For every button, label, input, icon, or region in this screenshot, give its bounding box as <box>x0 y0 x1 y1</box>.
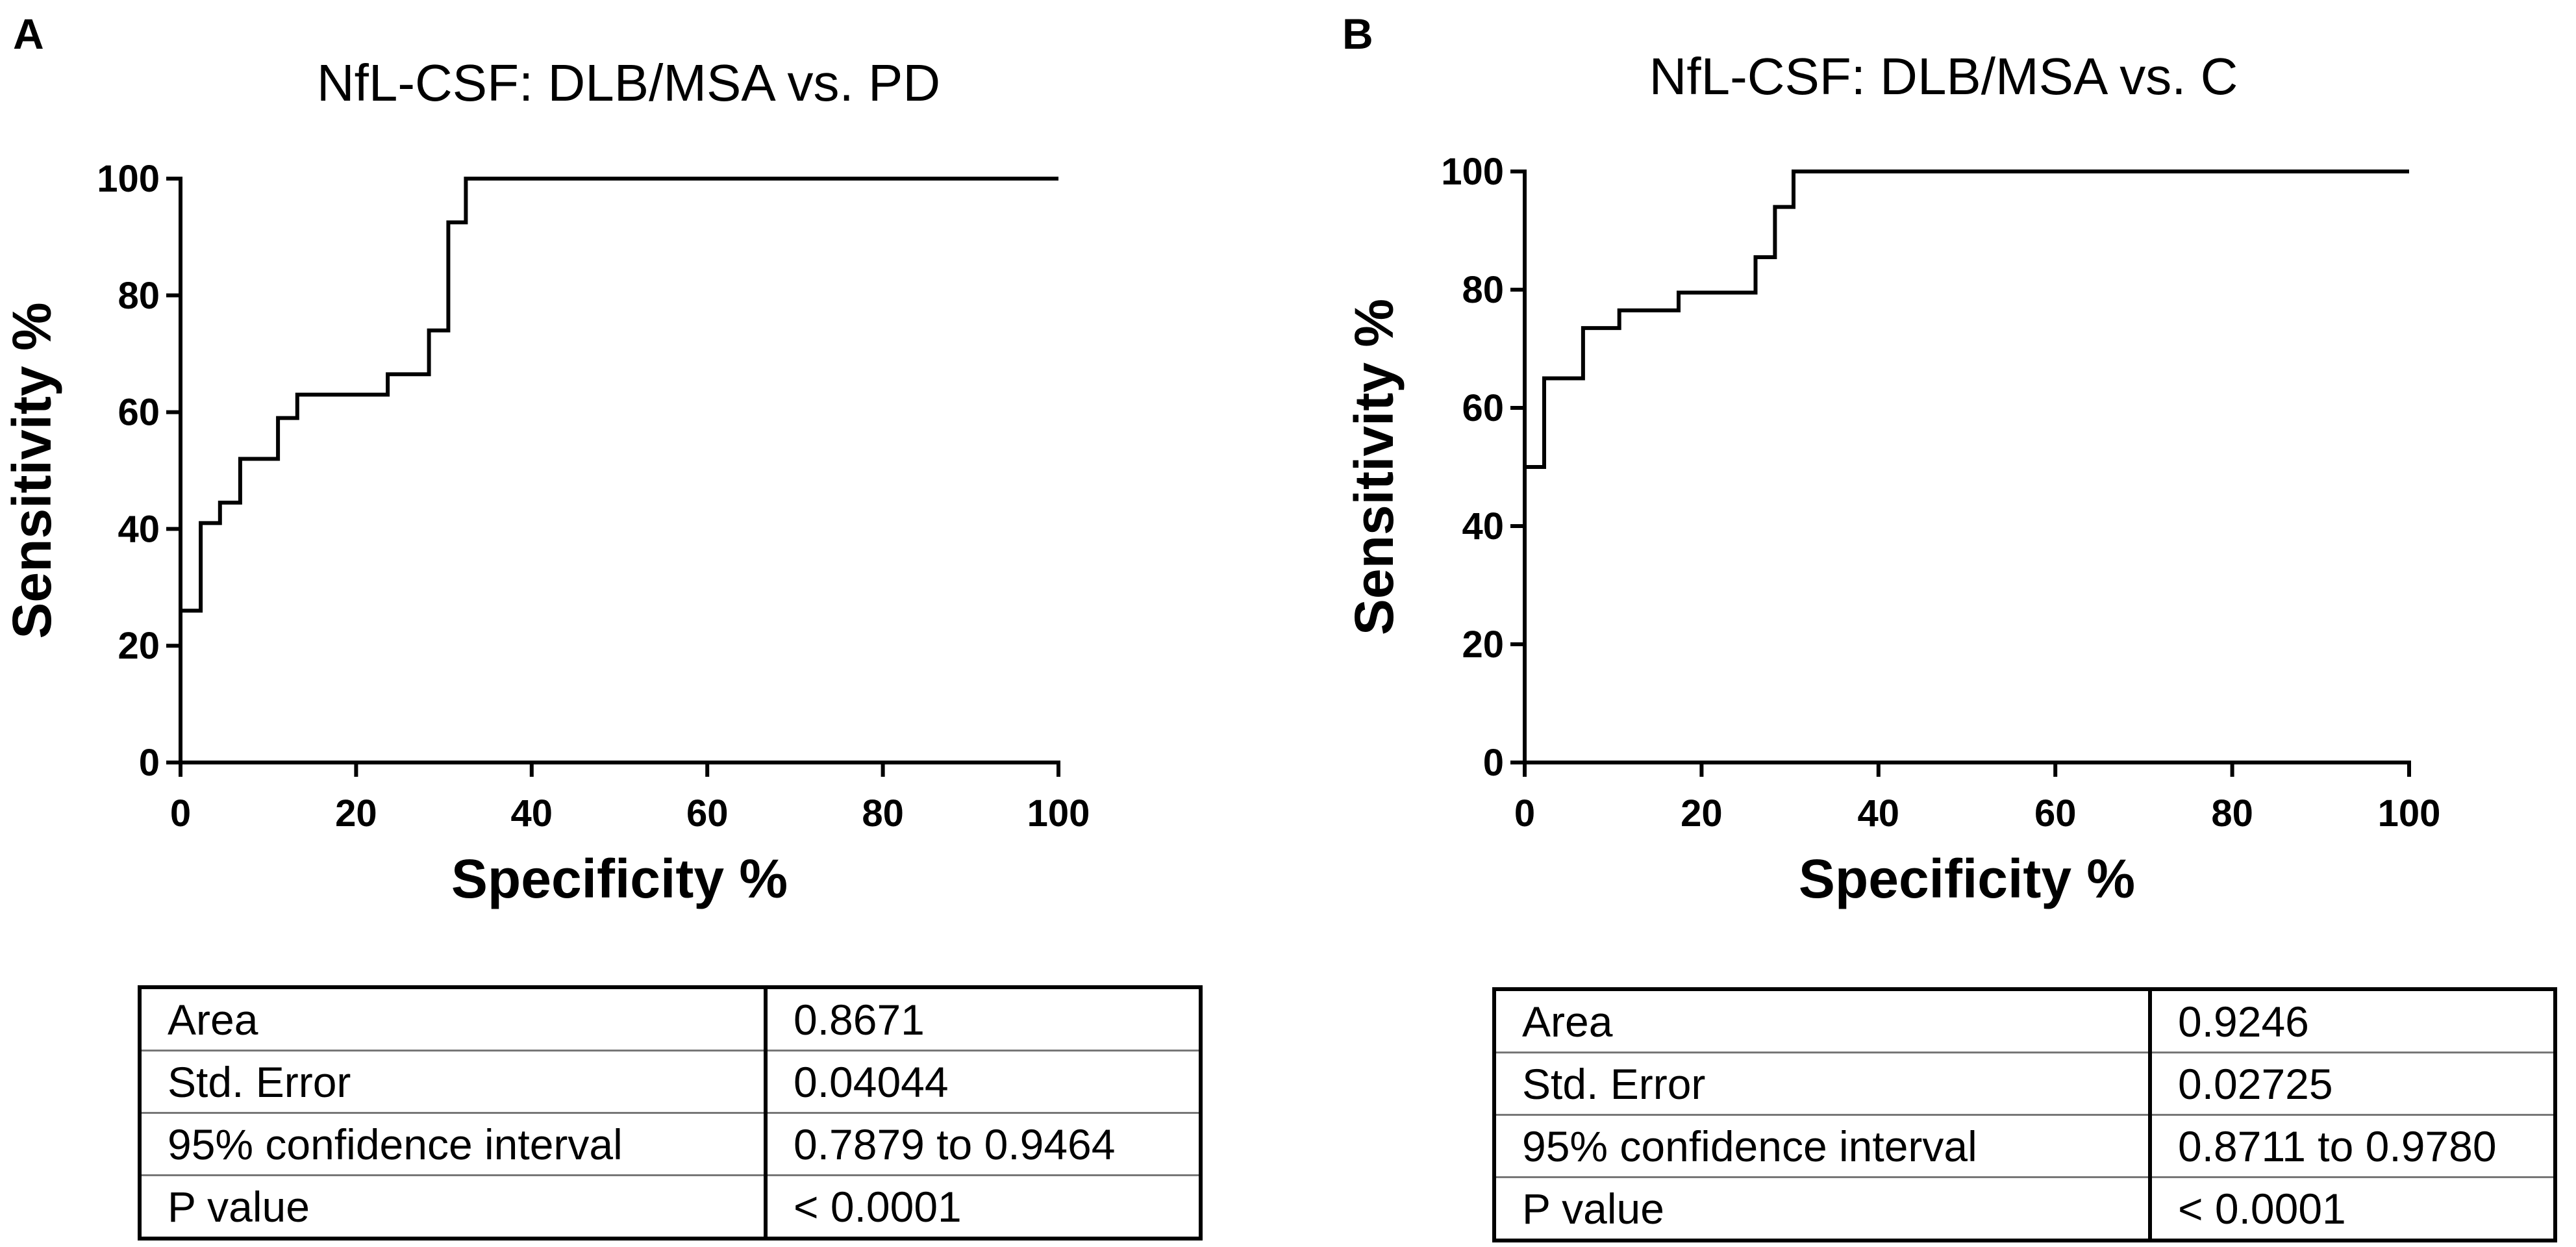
y-tick-label: 80 <box>1462 269 1504 311</box>
stat-value: < 0.0001 <box>766 1174 1201 1239</box>
stat-value: 0.04044 <box>766 1050 1201 1113</box>
table-row: 95% confidence interval 0.7879 to 0.9464 <box>140 1112 1201 1176</box>
x-tick-label: 100 <box>1027 792 1090 835</box>
panel-b: B NfL-CSF: DLB/MSA vs. C 0 20 40 60 80 100 0 20 4… <box>1288 0 2576 1247</box>
stat-label: P value <box>140 1174 768 1239</box>
y-tick-label: 0 <box>1483 742 1504 784</box>
roc-curve-line <box>1523 170 2409 762</box>
y-tick-label: 40 <box>118 508 160 550</box>
y-tick-label: 40 <box>1462 505 1504 548</box>
x-tick-label: 20 <box>1681 792 1723 835</box>
y-tick-label: 100 <box>1441 151 1504 193</box>
table-row: 95% confidence interval 0.8711 to 0.9780 <box>1494 1114 2555 1178</box>
y-tick-label: 60 <box>1462 387 1504 429</box>
y-axis-label: Sensitivity % <box>1344 299 1405 635</box>
stat-value: < 0.0001 <box>2150 1176 2555 1241</box>
y-tick-label: 100 <box>97 158 160 200</box>
x-tick-label: 0 <box>1514 792 1535 835</box>
x-tick-label: 40 <box>511 792 553 835</box>
stat-label: Area <box>1494 989 2152 1053</box>
x-tick-label: 40 <box>1858 792 1900 835</box>
table-row: Area 0.8671 <box>140 987 1201 1051</box>
chart-title: NfL-CSF: DLB/MSA vs. PD <box>317 54 940 112</box>
stats-table: Area 0.9246 Std. Error 0.02725 95% confi… <box>1492 987 2557 1242</box>
panel-label: B <box>1342 10 1373 58</box>
table-row: Std. Error 0.02725 <box>1494 1052 2555 1115</box>
y-tick-label: 20 <box>118 625 160 667</box>
x-tick-label: 60 <box>686 792 729 835</box>
x-axis-label: Specificity % <box>1799 848 2135 909</box>
stat-value: 0.8671 <box>794 995 925 1044</box>
x-tick-label: 0 <box>170 792 191 835</box>
x-tick-label: 20 <box>335 792 377 835</box>
roc-chart: NfL-CSF: DLB/MSA vs. PD 0 20 40 60 80 100 0 20 40… <box>1 54 1090 909</box>
x-axis-label: Specificity % <box>451 848 788 909</box>
stat-value: 0.02725 <box>2150 1052 2555 1115</box>
y-tick-label: 80 <box>118 275 160 317</box>
stat-label: Std. Error <box>140 1050 768 1113</box>
stat-label: Std. Error <box>1494 1052 2152 1115</box>
y-tick-label: 0 <box>139 742 160 784</box>
y-axis-label: Sensitivity % <box>1 302 62 638</box>
stat-label: Area <box>140 987 768 1051</box>
table-row: Area 0.9246 <box>1494 989 2555 1053</box>
chart-title: NfL-CSF: DLB/MSA vs. C <box>1649 47 2238 105</box>
panel-label: A <box>13 10 44 58</box>
table-row: Std. Error 0.04044 <box>140 1050 1201 1113</box>
x-tick-label: 60 <box>2034 792 2077 835</box>
panel-a: A NfL-CSF: DLB/MSA vs. PD 0 20 40 60 80 100 0 20… <box>1 10 1203 1241</box>
y-tick-label: 60 <box>118 392 160 434</box>
stat-value: 0.8711 to 0.9780 <box>2150 1114 2555 1178</box>
stat-label: 95% confidence interval <box>140 1112 768 1176</box>
y-tick-label: 20 <box>1462 624 1504 666</box>
table-row: P value < 0.0001 <box>140 1174 1201 1239</box>
table-row: P value < 0.0001 <box>1494 1176 2555 1241</box>
stat-label: P value <box>1494 1176 2152 1241</box>
x-tick-label: 100 <box>2378 792 2441 835</box>
stats-table: Area 0.8671 Std. Error 0.04044 95% confi… <box>138 985 1203 1241</box>
stat-value: 0.7879 to 0.9464 <box>766 1112 1201 1176</box>
roc-curve-line <box>179 177 1058 762</box>
roc-chart: NfL-CSF: DLB/MSA vs. C 0 20 40 60 80 100 0 20 40 6… <box>1344 47 2441 909</box>
stat-label: 95% confidence interval <box>1494 1114 2152 1178</box>
stat-value: 0.9246 <box>2178 997 2309 1046</box>
x-tick-label: 80 <box>862 792 904 835</box>
x-tick-label: 80 <box>2211 792 2253 835</box>
